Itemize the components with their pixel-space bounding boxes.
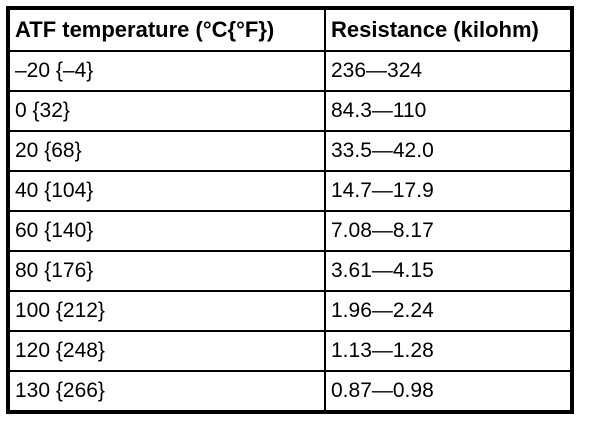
table-row: 20 {68} 33.5—42.0 (7, 130, 573, 172)
temperature-cell: –20 {–4} (7, 50, 326, 92)
temperature-cell: 20 {68} (7, 130, 326, 172)
temperature-cell: 80 {176} (7, 250, 326, 292)
table-row: 80 {176} 3.61—4.15 (7, 250, 573, 292)
temperature-cell: 130 {266} (7, 370, 326, 413)
table-row: 100 {212} 1.96—2.24 (7, 290, 573, 332)
table-row: 60 {140} 7.08—8.17 (7, 210, 573, 252)
temperature-cell: 100 {212} (7, 290, 326, 332)
resistance-cell: 84.3—110 (324, 90, 573, 132)
table-row: 0 {32} 84.3—110 (7, 90, 573, 132)
table-row: 130 {266} 0.87—0.98 (7, 370, 573, 413)
resistance-cell: 3.61—4.15 (324, 250, 573, 292)
resistance-cell: 0.87—0.98 (324, 370, 573, 413)
temperature-cell: 40 {104} (7, 170, 326, 212)
temperature-cell: 0 {32} (7, 90, 326, 132)
column-header-temperature: ATF temperature (°C{°F}) (7, 7, 326, 52)
atf-resistance-table: ATF temperature (°C{°F}) Resistance (kil… (6, 6, 574, 414)
temperature-cell: 60 {140} (7, 210, 326, 252)
resistance-cell: 1.96—2.24 (324, 290, 573, 332)
table-row: 120 {248} 1.13—1.28 (7, 330, 573, 372)
resistance-cell: 236—324 (324, 50, 573, 92)
resistance-cell: 14.7—17.9 (324, 170, 573, 212)
table-row: 40 {104} 14.7—17.9 (7, 170, 573, 212)
table-body: –20 {–4} 236—324 0 {32} 84.3—110 20 {68} 33.5… (7, 50, 573, 413)
resistance-cell: 1.13—1.28 (324, 330, 573, 372)
header-row: ATF temperature (°C{°F}) Resistance (kil… (7, 7, 573, 52)
table-row: –20 {–4} 236—324 (7, 50, 573, 92)
resistance-cell: 33.5—42.0 (324, 130, 573, 172)
column-header-resistance: Resistance (kilohm) (324, 7, 573, 52)
temperature-cell: 120 {248} (7, 330, 326, 372)
resistance-cell: 7.08—8.17 (324, 210, 573, 252)
